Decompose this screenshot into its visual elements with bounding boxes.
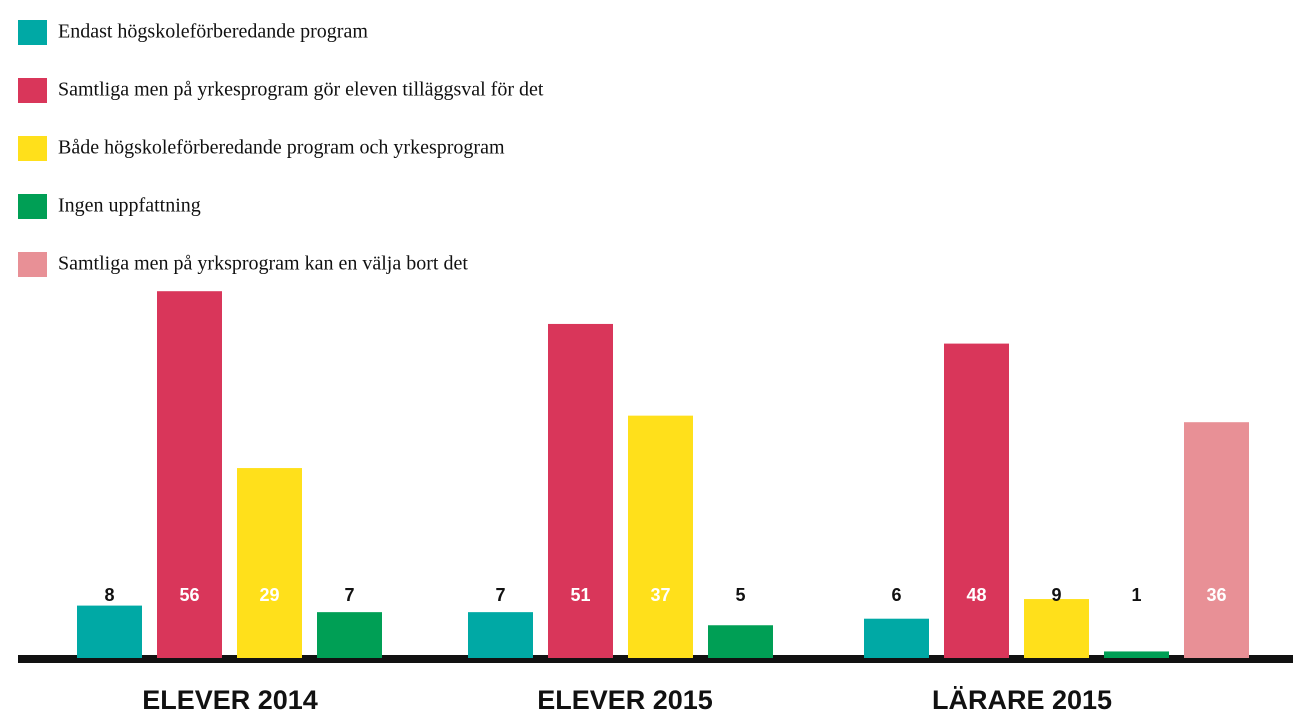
bar bbox=[317, 612, 382, 658]
bar bbox=[157, 291, 222, 658]
value-label: 7 bbox=[495, 585, 505, 605]
value-label: 48 bbox=[966, 585, 986, 605]
value-label: 6 bbox=[891, 585, 901, 605]
value-label: 7 bbox=[344, 585, 354, 605]
legend-swatch bbox=[18, 78, 47, 103]
bar bbox=[548, 323, 613, 658]
bar bbox=[1104, 651, 1169, 658]
legend-swatch bbox=[18, 252, 47, 277]
legend-label: Både högskoleförberedande program och yr… bbox=[58, 137, 505, 159]
value-label: 51 bbox=[570, 585, 590, 605]
bar bbox=[1184, 422, 1249, 658]
legend-label: Samtliga men på yrksprogram kan en välja… bbox=[58, 253, 468, 275]
legend-swatch bbox=[18, 136, 47, 161]
value-label: 29 bbox=[259, 585, 279, 605]
legend-label: Samtliga men på yrkesprogram gör eleven … bbox=[58, 79, 544, 101]
category-label: ELEVER 2015 bbox=[537, 685, 713, 715]
category-label: ELEVER 2014 bbox=[142, 685, 318, 715]
value-label: 5 bbox=[735, 585, 745, 605]
bar bbox=[77, 605, 142, 658]
value-label: 8 bbox=[104, 585, 114, 605]
value-label: 1 bbox=[1131, 585, 1141, 605]
bar bbox=[468, 612, 533, 658]
value-label: 9 bbox=[1051, 585, 1061, 605]
bar bbox=[708, 625, 773, 658]
bar bbox=[237, 468, 302, 658]
value-label: 56 bbox=[179, 585, 199, 605]
legend-swatch bbox=[18, 20, 47, 45]
value-label: 37 bbox=[650, 585, 670, 605]
category-label: LÄRARE 2015 bbox=[932, 685, 1112, 715]
bar bbox=[628, 415, 693, 658]
legend-label: Ingen uppfattning bbox=[58, 195, 201, 217]
bar bbox=[1024, 599, 1089, 658]
bar bbox=[944, 343, 1009, 658]
bar bbox=[864, 618, 929, 658]
baseline bbox=[18, 655, 1293, 663]
value-label: 36 bbox=[1206, 585, 1226, 605]
legend-label: Endast högskoleförberedande program bbox=[58, 21, 368, 43]
legend-swatch bbox=[18, 194, 47, 219]
